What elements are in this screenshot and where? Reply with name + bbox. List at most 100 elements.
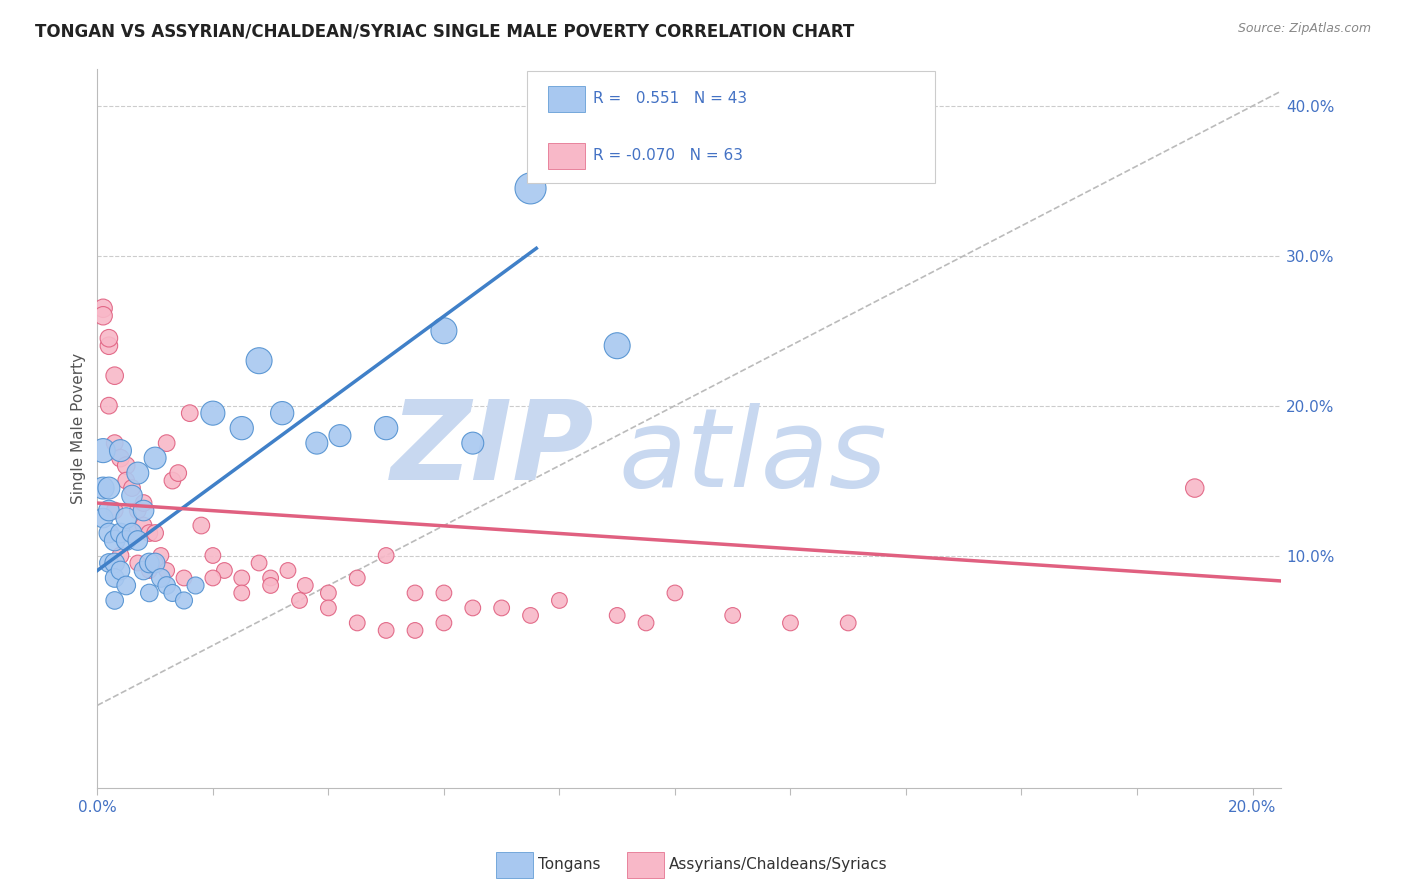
Text: R = -0.070   N = 63: R = -0.070 N = 63 [593,148,744,163]
Point [375,549,398,563]
Point [491,601,513,615]
Point [121,526,143,541]
Point [97,399,120,413]
Point [606,339,628,353]
Text: TONGAN VS ASSYRIAN/CHALDEAN/SYRIAC SINGLE MALE POVERTY CORRELATION CHART: TONGAN VS ASSYRIAN/CHALDEAN/SYRIAC SINGL… [35,22,855,40]
Point [231,571,253,585]
Point [190,518,212,533]
Point [201,571,224,585]
Point [149,549,172,563]
Point [132,496,155,510]
Point [433,586,456,600]
Point [143,556,166,570]
Point [271,406,294,420]
Point [173,593,195,607]
Point [97,339,120,353]
Point [110,564,132,578]
Point [110,443,132,458]
Point [138,586,160,600]
Point [375,624,398,638]
Point [97,331,120,345]
Point [91,301,114,316]
Point [214,564,236,578]
Point [91,443,114,458]
Point [433,615,456,630]
Point [162,474,184,488]
Point [143,526,166,541]
Point [259,571,281,585]
Text: Source: ZipAtlas.com: Source: ZipAtlas.com [1237,22,1371,36]
Point [156,578,179,592]
Point [156,564,179,578]
Point [97,503,120,517]
Point [143,556,166,570]
Point [156,436,179,450]
Point [548,593,571,607]
Text: Tongans: Tongans [538,857,600,872]
Point [519,608,541,623]
Point [837,615,859,630]
Point [634,615,657,630]
Point [91,481,114,495]
Point [104,571,127,585]
Point [104,593,127,607]
Point [121,489,143,503]
Point [132,518,155,533]
Point [179,406,201,420]
Point [115,458,138,473]
Point [110,526,132,541]
Point [97,481,120,495]
Point [375,421,398,435]
Point [127,466,149,480]
Point [91,309,114,323]
Point [1184,481,1206,495]
Point [519,181,541,195]
Point [184,578,207,592]
Point [277,564,299,578]
Point [110,549,132,563]
Point [433,324,456,338]
Point [231,586,253,600]
Text: ZIP: ZIP [391,396,595,503]
Point [143,556,166,570]
Point [201,406,224,420]
Point [247,353,270,368]
Point [305,436,328,450]
Point [115,474,138,488]
Text: Assyrians/Chaldeans/Syriacs: Assyrians/Chaldeans/Syriacs [669,857,887,872]
Point [404,586,426,600]
Point [461,601,484,615]
Point [231,421,253,435]
Point [115,511,138,525]
Point [138,556,160,570]
Point [110,451,132,466]
Point [121,526,143,541]
Point [97,556,120,570]
Point [127,533,149,548]
Point [404,624,426,638]
Point [104,533,127,548]
Point [104,436,127,450]
Point [318,601,340,615]
Point [104,503,127,517]
Point [149,571,172,585]
Point [461,436,484,450]
Point [167,466,190,480]
Point [127,503,149,517]
Point [97,526,120,541]
Point [162,586,184,600]
Point [132,503,155,517]
Point [115,533,138,548]
Y-axis label: Single Male Poverty: Single Male Poverty [72,352,86,504]
Point [259,578,281,592]
Point [664,586,686,600]
Point [721,608,744,623]
Point [132,564,155,578]
Point [91,511,114,525]
Point [138,564,160,578]
Point [121,481,143,495]
Point [247,556,270,570]
Point [779,615,801,630]
Point [173,571,195,585]
Point [329,428,352,442]
